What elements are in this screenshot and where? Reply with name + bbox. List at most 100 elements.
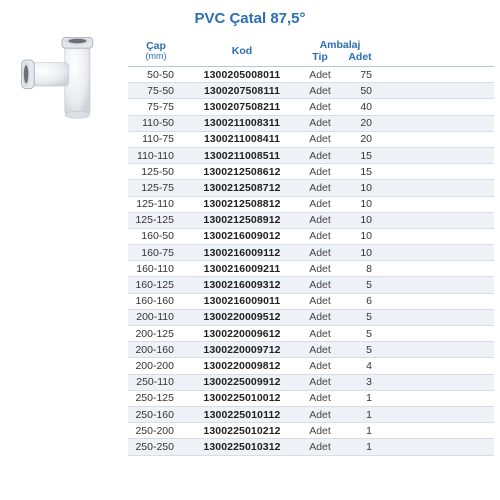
cell-cap: 110-50 bbox=[128, 117, 184, 129]
cell-cap: 125-50 bbox=[128, 166, 184, 178]
col-header-cap-sub: (mm) bbox=[128, 52, 184, 61]
cell-tip: Adet bbox=[300, 311, 340, 323]
cell-cap: 75-50 bbox=[128, 85, 184, 97]
cell-kod: 1300212508812 bbox=[184, 198, 300, 210]
cell-tip: Adet bbox=[300, 150, 340, 162]
cell-adet: 1 bbox=[340, 409, 380, 421]
cell-cap: 200-200 bbox=[128, 360, 184, 372]
cell-cap: 250-250 bbox=[128, 441, 184, 453]
cell-kod: 1300220009712 bbox=[184, 344, 300, 356]
cell-tip: Adet bbox=[300, 69, 340, 81]
table-row: 200-2001300220009812Adet4 bbox=[128, 358, 494, 374]
table-header: Çap (mm) Kod Ambalaj Tip Adet bbox=[128, 37, 494, 67]
table-row: 75-751300207508211Adet40 bbox=[128, 99, 494, 115]
cell-tip: Adet bbox=[300, 360, 340, 372]
cell-kod: 1300216009112 bbox=[184, 247, 300, 259]
col-header-ambalaj-label: Ambalaj bbox=[300, 37, 380, 51]
cell-adet: 40 bbox=[340, 101, 380, 113]
table-row: 250-1101300225009912Adet3 bbox=[128, 375, 494, 391]
cell-adet: 1 bbox=[340, 392, 380, 404]
cell-tip: Adet bbox=[300, 328, 340, 340]
spec-table: Çap (mm) Kod Ambalaj Tip Adet 50-5013002… bbox=[128, 37, 494, 456]
cell-kod: 1300220009812 bbox=[184, 360, 300, 372]
cell-kod: 1300212508612 bbox=[184, 166, 300, 178]
cell-tip: Adet bbox=[300, 425, 340, 437]
cell-tip: Adet bbox=[300, 392, 340, 404]
table-row: 125-751300212508712Adet10 bbox=[128, 180, 494, 196]
table-row: 250-1601300225010112Adet1 bbox=[128, 407, 494, 423]
table-row: 125-501300212508612Adet15 bbox=[128, 164, 494, 180]
table-row: 160-1251300216009312Adet5 bbox=[128, 277, 494, 293]
cell-adet: 15 bbox=[340, 150, 380, 162]
cell-cap: 250-125 bbox=[128, 392, 184, 404]
cell-tip: Adet bbox=[300, 279, 340, 291]
cell-cap: 250-110 bbox=[128, 376, 184, 388]
cell-adet: 8 bbox=[340, 263, 380, 275]
table-row: 110-501300211008311Adet20 bbox=[128, 116, 494, 132]
cell-cap: 125-110 bbox=[128, 198, 184, 210]
cell-tip: Adet bbox=[300, 198, 340, 210]
cell-kod: 1300225010312 bbox=[184, 441, 300, 453]
cell-adet: 10 bbox=[340, 182, 380, 194]
cell-cap: 160-160 bbox=[128, 295, 184, 307]
cell-cap: 125-125 bbox=[128, 214, 184, 226]
table-row: 110-751300211008411Adet20 bbox=[128, 132, 494, 148]
cell-kod: 1300207508111 bbox=[184, 85, 300, 97]
cell-cap: 50-50 bbox=[128, 69, 184, 81]
cell-adet: 4 bbox=[340, 360, 380, 372]
cell-tip: Adet bbox=[300, 166, 340, 178]
cell-adet: 5 bbox=[340, 279, 380, 291]
table-row: 125-1101300212508812Adet10 bbox=[128, 197, 494, 213]
cell-adet: 10 bbox=[340, 198, 380, 210]
cell-adet: 1 bbox=[340, 441, 380, 453]
table-row: 250-2001300225010212Adet1 bbox=[128, 423, 494, 439]
cell-kod: 1300205008011 bbox=[184, 69, 300, 81]
cell-cap: 125-75 bbox=[128, 182, 184, 194]
cell-adet: 20 bbox=[340, 133, 380, 145]
cell-tip: Adet bbox=[300, 247, 340, 259]
cell-kod: 1300212508912 bbox=[184, 214, 300, 226]
cell-kod: 1300225010112 bbox=[184, 409, 300, 421]
cell-cap: 110-75 bbox=[128, 133, 184, 145]
cell-tip: Adet bbox=[300, 230, 340, 242]
cell-tip: Adet bbox=[300, 85, 340, 97]
table-row: 200-1101300220009512Adet5 bbox=[128, 310, 494, 326]
table-body: 50-501300205008011Adet7575-5013002075081… bbox=[128, 67, 494, 456]
cell-adet: 1 bbox=[340, 425, 380, 437]
cell-cap: 200-125 bbox=[128, 328, 184, 340]
cell-kod: 1300216009012 bbox=[184, 230, 300, 242]
cell-kod: 1300207508211 bbox=[184, 101, 300, 113]
cell-tip: Adet bbox=[300, 441, 340, 453]
table-row: 75-501300207508111Adet50 bbox=[128, 83, 494, 99]
cell-tip: Adet bbox=[300, 376, 340, 388]
cell-adet: 10 bbox=[340, 247, 380, 259]
table-row: 250-1251300225010012Adet1 bbox=[128, 391, 494, 407]
cell-adet: 15 bbox=[340, 166, 380, 178]
col-header-tip: Tip bbox=[300, 51, 340, 63]
cell-cap: 250-160 bbox=[128, 409, 184, 421]
page-title: PVC Çatal 87,5° bbox=[0, 0, 500, 35]
cell-kod: 1300225010012 bbox=[184, 392, 300, 404]
cell-kod: 1300216009011 bbox=[184, 295, 300, 307]
table-row: 160-1101300216009211Adet8 bbox=[128, 261, 494, 277]
cell-adet: 6 bbox=[340, 295, 380, 307]
cell-cap: 250-200 bbox=[128, 425, 184, 437]
cell-adet: 3 bbox=[340, 376, 380, 388]
cell-adet: 50 bbox=[340, 85, 380, 97]
cell-adet: 10 bbox=[340, 214, 380, 226]
cell-tip: Adet bbox=[300, 101, 340, 113]
cell-kod: 1300225009912 bbox=[184, 376, 300, 388]
cell-tip: Adet bbox=[300, 133, 340, 145]
cell-kod: 1300225010212 bbox=[184, 425, 300, 437]
cell-adet: 20 bbox=[340, 117, 380, 129]
table-row: 110-1101300211008511Adet15 bbox=[128, 148, 494, 164]
table-row: 160-501300216009012Adet10 bbox=[128, 229, 494, 245]
cell-cap: 160-125 bbox=[128, 279, 184, 291]
cell-cap: 200-160 bbox=[128, 344, 184, 356]
cell-cap: 160-110 bbox=[128, 263, 184, 275]
cell-kod: 1300216009312 bbox=[184, 279, 300, 291]
cell-tip: Adet bbox=[300, 344, 340, 356]
cell-tip: Adet bbox=[300, 214, 340, 226]
cell-adet: 5 bbox=[340, 328, 380, 340]
cell-tip: Adet bbox=[300, 182, 340, 194]
